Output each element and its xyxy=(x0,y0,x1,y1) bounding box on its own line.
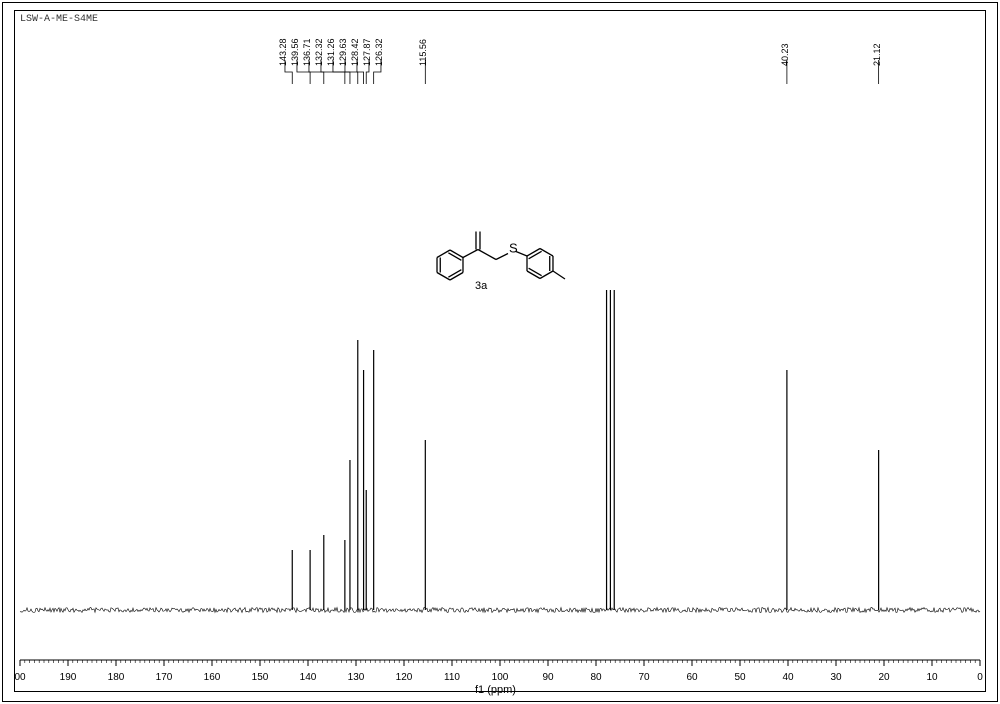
x-tick-label: 50 xyxy=(734,672,745,683)
x-tick-label: 100 xyxy=(492,672,509,683)
x-tick-label: 0 xyxy=(977,672,983,683)
x-tick-label: 190 xyxy=(60,672,77,683)
x-tick-label: 80 xyxy=(590,672,601,683)
compound-label: 3a xyxy=(475,280,487,292)
x-tick-label: 60 xyxy=(686,672,697,683)
x-axis-label: f1 (ppm) xyxy=(475,684,516,696)
baseline-noise xyxy=(20,608,980,613)
x-tick-label: 150 xyxy=(252,672,269,683)
nmr-spectrum xyxy=(0,0,1000,704)
x-tick-label: 70 xyxy=(638,672,649,683)
x-tick-label: 40 xyxy=(782,672,793,683)
x-tick-label: 170 xyxy=(156,672,173,683)
x-tick-label: 160 xyxy=(204,672,221,683)
x-tick-label: 140 xyxy=(300,672,317,683)
x-tick-label: 120 xyxy=(396,672,413,683)
x-tick-label: 00 xyxy=(14,672,25,683)
compound-structure: S xyxy=(420,210,640,300)
x-tick-label: 110 xyxy=(444,672,460,683)
x-tick-label: 130 xyxy=(348,672,365,683)
x-tick-label: 90 xyxy=(542,672,553,683)
x-tick-label: 30 xyxy=(830,672,841,683)
svg-text:S: S xyxy=(509,241,518,256)
x-tick-label: 20 xyxy=(878,672,889,683)
x-tick-label: 10 xyxy=(926,672,937,683)
x-tick-label: 180 xyxy=(108,672,125,683)
